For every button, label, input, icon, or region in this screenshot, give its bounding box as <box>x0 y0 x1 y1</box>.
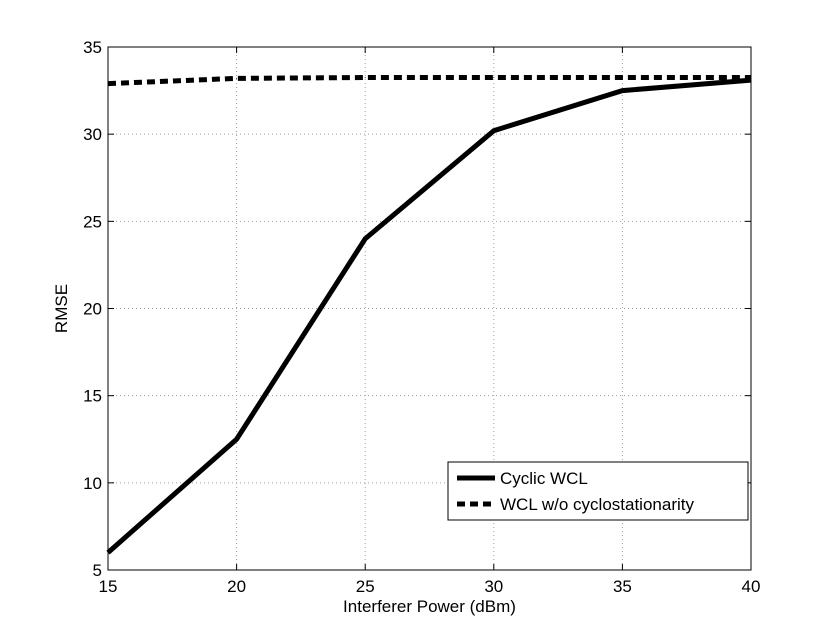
data-point <box>107 83 109 85</box>
series-line-cyclic-wcl <box>106 77 752 555</box>
x-axis-label: Interferer Power (dBm) <box>343 597 516 616</box>
series-layer <box>106 75 752 555</box>
legend: Cyclic WCL WCL w/o cyclostationarity <box>447 461 749 521</box>
y-tick-label: 20 <box>83 300 102 319</box>
data-point <box>364 77 366 79</box>
series-line-wcl-without-cyclostationarity <box>107 75 751 87</box>
x-tick-label: 35 <box>613 577 632 596</box>
y-tick-label: 5 <box>93 561 102 580</box>
data-point <box>364 238 366 240</box>
data-point <box>750 77 752 79</box>
data-point <box>236 438 238 440</box>
data-point <box>621 77 623 79</box>
data-point <box>107 552 109 554</box>
legend-label: WCL w/o cyclostationarity <box>500 495 694 514</box>
x-tick-label: 20 <box>227 577 246 596</box>
y-tick-label: 30 <box>83 125 102 144</box>
x-tick-label: 40 <box>742 577 761 596</box>
legend-box <box>447 461 749 521</box>
data-point <box>236 77 238 79</box>
y-tick-label: 10 <box>83 474 102 493</box>
data-point <box>621 90 623 92</box>
x-tick-label: 30 <box>484 577 503 596</box>
y-axis-label: RMSE <box>52 284 71 333</box>
x-tick-label: 15 <box>99 577 118 596</box>
y-tick-label: 25 <box>83 212 102 231</box>
tick-layer: 15 20 25 30 35 40 5 10 15 20 25 30 35 <box>83 38 760 596</box>
y-tick-label: 15 <box>83 387 102 406</box>
legend-label: Cyclic WCL <box>500 469 588 488</box>
data-point <box>493 77 495 79</box>
data-point <box>493 130 495 132</box>
x-tick-label: 25 <box>356 577 375 596</box>
y-tick-label: 35 <box>83 38 102 57</box>
